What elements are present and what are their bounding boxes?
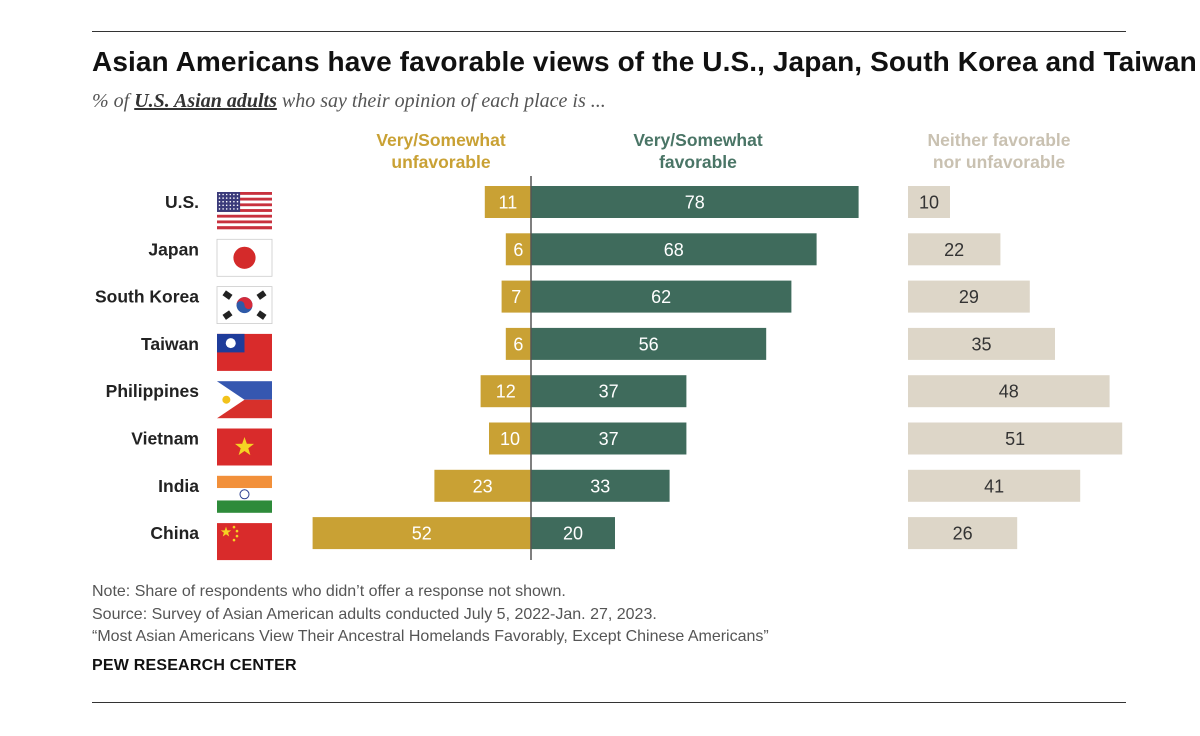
value-label-favorable: 20	[563, 524, 583, 544]
bar-favorable	[531, 327, 767, 360]
bar-unfavorable	[505, 233, 531, 266]
value-label-favorable: 56	[639, 334, 659, 354]
bar-neither	[908, 280, 1030, 313]
taiwan-flag-icon	[217, 333, 272, 371]
bar-favorable	[531, 517, 615, 550]
pew-logo-text: PEW RESEARCH CENTER	[92, 657, 297, 674]
value-label-unfavorable: 6	[513, 240, 523, 260]
bar-favorable	[531, 280, 792, 313]
value-label-unfavorable: 10	[500, 429, 520, 449]
value-label-unfavorable: 7	[511, 287, 521, 307]
bar-unfavorable	[480, 375, 531, 408]
china-flag-icon	[217, 523, 272, 561]
bar-neither	[908, 186, 950, 218]
value-label-neither: 35	[971, 334, 991, 354]
bar-unfavorable	[312, 517, 531, 550]
us-flag-icon	[217, 192, 272, 230]
bottom-rule	[92, 702, 1126, 703]
row-label: Taiwan	[141, 334, 199, 354]
bar-favorable	[531, 469, 670, 502]
value-label-unfavorable: 6	[513, 334, 523, 354]
header-favorable-line1: Very/Somewhat	[633, 130, 763, 150]
header-neither-line2: nor unfavorable	[932, 152, 1066, 172]
bar-favorable	[531, 233, 817, 266]
value-label-favorable: 68	[664, 240, 684, 260]
bar-neither	[908, 375, 1110, 408]
row-label: U.S.	[165, 192, 199, 212]
value-label-unfavorable: 12	[496, 382, 516, 402]
row-label: South Korea	[95, 287, 199, 307]
bar-unfavorable	[434, 469, 531, 502]
bar-neither	[908, 517, 1018, 550]
chart-subtitle: % of U.S. Asian adults who say their opi…	[92, 90, 606, 113]
india-flag-icon	[217, 475, 272, 513]
subtitle-suffix: who say their opinion of each place is .…	[276, 90, 606, 112]
header-favorable: Very/Somewhat favorable	[598, 129, 798, 173]
bar-favorable	[531, 422, 687, 455]
top-rule	[92, 31, 1126, 32]
subtitle-prefix: % of	[92, 90, 135, 112]
value-label-favorable: 62	[651, 287, 671, 307]
bar-unfavorable	[484, 186, 531, 218]
value-label-favorable: 33	[590, 476, 610, 496]
south-korea-flag-icon	[216, 286, 273, 325]
bar-favorable	[531, 375, 687, 408]
header-favorable-line2: favorable	[659, 152, 737, 172]
value-label-neither: 41	[984, 476, 1004, 496]
row-label: Japan	[148, 239, 199, 259]
subtitle-emphasis: U.S. Asian adults	[134, 90, 277, 112]
value-label-unfavorable: 52	[412, 524, 432, 544]
value-label-neither: 48	[999, 382, 1019, 402]
bar-favorable	[531, 186, 859, 218]
vietnam-flag-icon	[217, 428, 272, 466]
row-label: China	[150, 523, 199, 543]
row-label: India	[158, 476, 199, 496]
header-unfavorable: Very/Somewhat unfavorable	[355, 129, 527, 173]
value-label-favorable: 78	[685, 193, 705, 213]
report-title: “Most Asian Americans View Their Ancestr…	[92, 628, 769, 645]
bar-unfavorable	[505, 327, 531, 360]
value-label-neither: 22	[944, 240, 964, 260]
row-label: Philippines	[106, 381, 200, 401]
header-unfavorable-line2: unfavorable	[391, 152, 491, 172]
japan-flag-icon	[216, 238, 273, 277]
value-label-unfavorable: 23	[473, 476, 493, 496]
bar-neither	[908, 469, 1081, 502]
value-label-neither: 29	[959, 287, 979, 307]
value-label-neither: 10	[919, 193, 939, 213]
value-label-neither: 26	[953, 524, 973, 544]
header-neither: Neither favorable nor unfavorable	[895, 129, 1103, 173]
value-label-favorable: 37	[599, 429, 619, 449]
bar-unfavorable	[489, 422, 531, 455]
value-label-neither: 51	[1005, 429, 1025, 449]
value-label-favorable: 37	[599, 382, 619, 402]
chart-note: Note: Share of respondents who didn’t of…	[92, 583, 566, 600]
philippines-flag-icon	[217, 381, 272, 419]
bar-neither	[908, 233, 1001, 266]
value-label-unfavorable: 11	[499, 193, 518, 213]
bar-neither	[908, 422, 1123, 455]
bar-unfavorable	[501, 280, 531, 313]
header-unfavorable-line1: Very/Somewhat	[376, 130, 506, 150]
bar-neither	[908, 327, 1055, 360]
header-neither-line1: Neither favorable	[927, 130, 1071, 150]
chart-title: Asian Americans have favorable views of …	[92, 46, 1197, 77]
row-label: Vietnam	[131, 429, 199, 449]
chart-source: Source: Survey of Asian American adults …	[92, 606, 657, 623]
